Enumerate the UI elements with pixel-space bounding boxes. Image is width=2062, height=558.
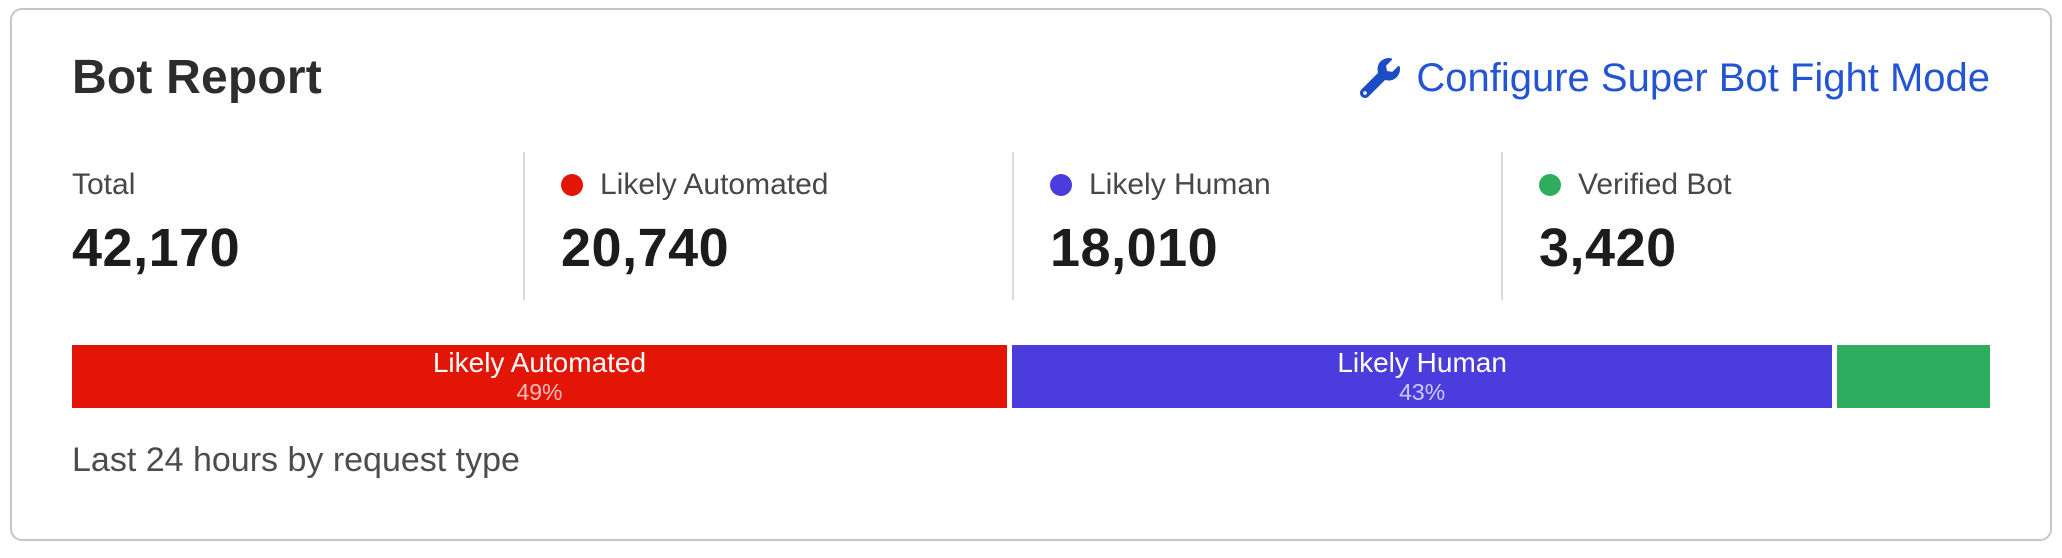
bar-segment-likely-human: Likely Human 43% xyxy=(1011,345,1833,408)
stat-value: 20,740 xyxy=(561,218,730,278)
bar-segment-likely-automated: Likely Automated 49% xyxy=(72,345,1007,408)
stat-label: Total xyxy=(72,167,513,203)
stat-likely-human: Likely Human 18,010 xyxy=(1012,152,1501,300)
bot-report-card: Bot Report Configure Super Bot Fight Mod… xyxy=(10,8,2052,541)
likely-human-dot-icon xyxy=(1050,174,1072,196)
stat-value: 3,420 xyxy=(1539,218,1677,278)
stat-label: Likely Automated xyxy=(561,167,1002,203)
stat-label: Likely Human xyxy=(1050,167,1491,203)
bar-segment-percent: 49% xyxy=(516,379,563,405)
configure-super-bot-fight-mode-link[interactable]: Configure Super Bot Fight Mode xyxy=(1360,54,1990,102)
stat-value: 18,010 xyxy=(1050,218,1219,278)
bar-segment-label: Likely Human xyxy=(1337,347,1507,378)
likely-automated-dot-icon xyxy=(561,174,583,196)
stat-label-text: Likely Human xyxy=(1089,168,1271,201)
stat-label-text: Total xyxy=(72,168,136,201)
bar-segment-label: Likely Automated xyxy=(432,347,647,378)
stat-label-text: Verified Bot xyxy=(1578,168,1732,201)
card-header: Bot Report Configure Super Bot Fight Mod… xyxy=(72,50,1990,106)
stat-label: Verified Bot xyxy=(1539,167,1980,203)
page-title: Bot Report xyxy=(72,51,322,104)
stat-total: Total 42,170 xyxy=(72,152,523,300)
bar-segment-percent: 43% xyxy=(1399,379,1446,405)
stacked-bar-chart: Likely Automated 49% Likely Human 43% xyxy=(72,345,1990,408)
stat-label-text: Likely Automated xyxy=(600,168,829,201)
stats-row: Total 42,170 Likely Automated 20,740 Lik… xyxy=(72,152,1990,300)
stat-verified-bot: Verified Bot 3,420 xyxy=(1501,152,1990,300)
stat-value: 42,170 xyxy=(72,218,241,278)
wrench-icon xyxy=(1360,58,1401,98)
configure-link-label: Configure Super Bot Fight Mode xyxy=(1416,56,1990,100)
bar-segment-verified-bot xyxy=(1837,345,1990,408)
chart-caption: Last 24 hours by request type xyxy=(72,441,520,479)
verified-bot-dot-icon xyxy=(1539,174,1561,196)
stat-likely-automated: Likely Automated 20,740 xyxy=(523,152,1012,300)
